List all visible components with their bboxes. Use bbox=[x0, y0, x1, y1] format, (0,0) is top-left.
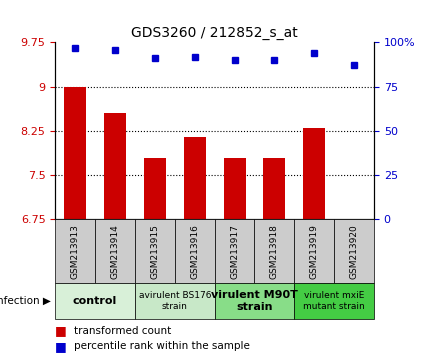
Text: infection ▶: infection ▶ bbox=[0, 296, 51, 306]
Text: transformed count: transformed count bbox=[74, 326, 172, 336]
Text: GSM213919: GSM213919 bbox=[310, 224, 319, 279]
Text: GSM213914: GSM213914 bbox=[110, 224, 119, 279]
Bar bbox=[224, 158, 246, 219]
Text: virulent M90T
strain: virulent M90T strain bbox=[211, 290, 298, 312]
Text: ■: ■ bbox=[55, 340, 67, 353]
Text: GSM213917: GSM213917 bbox=[230, 224, 239, 279]
Bar bbox=[303, 128, 325, 219]
Text: GSM213913: GSM213913 bbox=[71, 224, 79, 279]
Bar bbox=[64, 87, 86, 219]
Text: virulent mxiE
mutant strain: virulent mxiE mutant strain bbox=[303, 291, 365, 310]
Bar bbox=[184, 137, 206, 219]
Text: GSM213920: GSM213920 bbox=[350, 224, 359, 279]
Bar bbox=[144, 158, 166, 219]
Bar bbox=[104, 113, 126, 219]
Text: avirulent BS176
strain: avirulent BS176 strain bbox=[139, 291, 211, 310]
Text: GSM213918: GSM213918 bbox=[270, 224, 279, 279]
Text: GSM213915: GSM213915 bbox=[150, 224, 159, 279]
Bar bbox=[264, 158, 285, 219]
Text: ■: ■ bbox=[55, 325, 67, 337]
Text: control: control bbox=[73, 296, 117, 306]
Title: GDS3260 / 212852_s_at: GDS3260 / 212852_s_at bbox=[131, 26, 298, 40]
Text: GSM213916: GSM213916 bbox=[190, 224, 199, 279]
Text: percentile rank within the sample: percentile rank within the sample bbox=[74, 341, 250, 351]
